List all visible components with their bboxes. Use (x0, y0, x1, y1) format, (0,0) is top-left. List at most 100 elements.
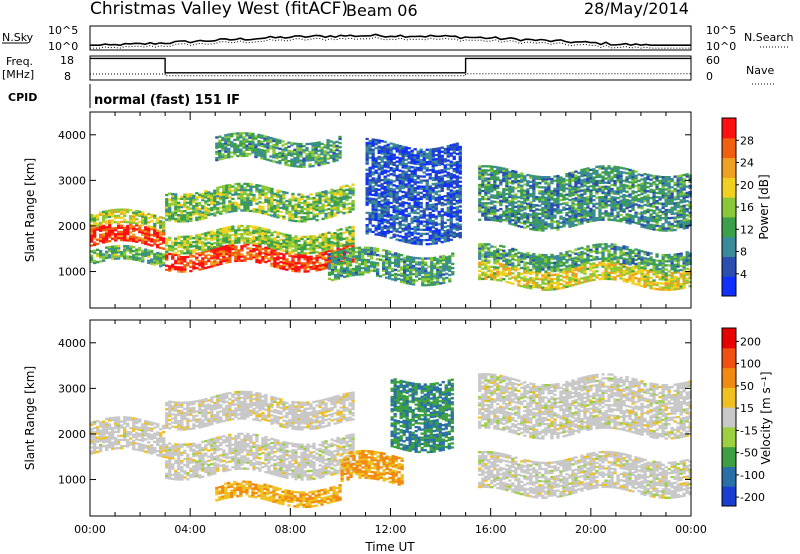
heatmap-cell (664, 286, 668, 289)
heatmap-cell (327, 231, 331, 234)
heatmap-cell (333, 198, 337, 201)
heatmap-cell (290, 150, 294, 153)
heatmap-cell (282, 217, 286, 221)
heatmap-cell (117, 232, 121, 236)
heatmap-cell (631, 184, 635, 187)
heatmap-cell (243, 197, 247, 200)
heatmap-cell (210, 244, 214, 248)
heatmap-cell (231, 227, 235, 230)
heatmap-cell (607, 181, 611, 184)
heatmap-cell (224, 146, 228, 149)
heatmap-cell (174, 237, 178, 240)
heatmap-cell (631, 216, 635, 220)
heatmap-cell (111, 227, 115, 230)
heatmap-cell (240, 235, 244, 238)
heatmap-cell (436, 268, 440, 271)
heatmap-cell (628, 257, 632, 260)
heatmap-cell (628, 175, 632, 178)
heatmap-cell (180, 216, 184, 219)
heatmap-cell (532, 285, 536, 288)
heatmap-cell (559, 186, 563, 190)
heatmap-cell (285, 206, 289, 209)
heatmap-cell (664, 229, 668, 232)
heatmap-cell (198, 254, 202, 257)
heatmap-cell (547, 206, 551, 210)
heatmap-cell (661, 186, 665, 189)
heatmap-cell (351, 273, 356, 277)
heatmap-cell (266, 146, 270, 149)
heatmap-cell (237, 249, 241, 252)
heatmap-cell (655, 212, 659, 215)
heatmap-cell (333, 202, 337, 205)
heatmap-cell (123, 220, 127, 224)
heatmap-cell (237, 224, 241, 228)
heatmap-cell (258, 201, 262, 204)
heatmap-cell (640, 260, 644, 263)
heatmap-cell (484, 275, 488, 278)
heatmap-cell (529, 262, 533, 266)
heatmap-cell (123, 244, 127, 248)
heatmap-cell (306, 201, 310, 204)
heatmap-cell (299, 163, 303, 166)
heatmap-cell (239, 136, 243, 139)
heatmap-cell (490, 177, 494, 181)
heatmap-cell (646, 251, 650, 255)
heatmap-cell (634, 178, 638, 182)
heatmap-cell (571, 251, 575, 254)
heatmap-cell (225, 244, 229, 248)
heatmap-cell (598, 257, 602, 261)
heatmap-cell (192, 255, 196, 258)
heatmap-cell (532, 214, 536, 217)
heatmap-cell (652, 211, 656, 215)
heatmap-cell (273, 230, 277, 234)
heatmap-cell (215, 152, 219, 156)
heatmap-cell (306, 203, 310, 207)
heatmap-cell (514, 209, 518, 213)
heatmap-cell (652, 174, 656, 178)
heatmap-cell (586, 198, 590, 201)
heatmap-cell (529, 285, 533, 288)
heatmap-cell (207, 195, 211, 198)
heatmap-cell (607, 167, 611, 170)
heatmap-cell (282, 235, 286, 238)
heatmap-cell (171, 253, 175, 256)
heatmap-cell (333, 256, 337, 259)
heatmap-cell (571, 218, 575, 221)
heatmap-cell (354, 259, 359, 262)
heatmap-cell (571, 204, 575, 207)
heatmap-cell (607, 189, 611, 193)
heatmap-cell (628, 277, 632, 280)
heatmap-cell (574, 258, 578, 262)
heatmap-cell (532, 183, 536, 186)
heatmap-cell (338, 141, 342, 145)
heatmap-cell (351, 225, 355, 229)
heatmap-cell (275, 157, 279, 160)
heatmap-cell (240, 188, 244, 192)
heatmap-cell (336, 201, 340, 204)
heatmap-cell (481, 273, 485, 276)
heatmap-cell (628, 279, 632, 282)
heatmap-cell (649, 217, 653, 220)
heatmap-cell (183, 193, 187, 196)
heatmap-cell (583, 252, 587, 255)
heatmap-cell (430, 273, 434, 276)
heatmap-cell (348, 258, 353, 261)
heatmap-cell (529, 268, 533, 272)
heatmap-cell (159, 265, 163, 268)
heatmap-cell (517, 224, 521, 228)
heatmap-cell (351, 233, 355, 237)
heatmap-cell (490, 183, 494, 187)
heatmap-cell (198, 248, 202, 251)
heatmap-cell (278, 162, 282, 165)
heatmap-cell (135, 212, 139, 215)
heatmap-cell (502, 255, 506, 259)
heatmap-cell (571, 271, 575, 275)
heatmap-cell (252, 210, 256, 213)
heatmap-cell (526, 262, 530, 265)
heatmap-cell (661, 282, 665, 285)
heatmap-cell (273, 239, 277, 242)
heatmap-cell (535, 267, 539, 271)
heatmap-cell (604, 204, 608, 207)
heatmap-cell (571, 179, 575, 182)
heatmap-cell (544, 204, 548, 208)
